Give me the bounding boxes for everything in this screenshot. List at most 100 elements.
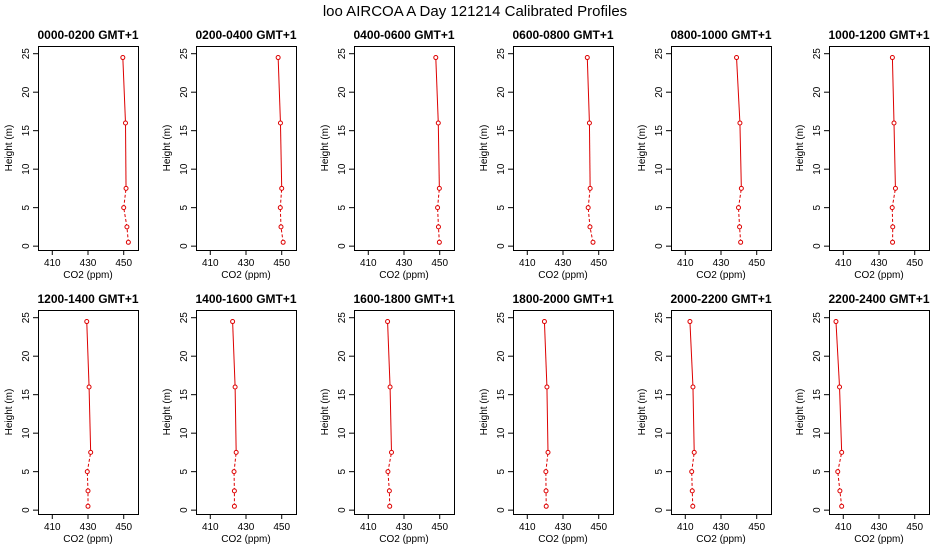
data-point: [436, 185, 442, 191]
y-axis-label: Height (m): [479, 389, 490, 436]
profile-segment: [589, 226, 594, 243]
y-tick-label: 15: [337, 389, 348, 401]
y-tick-label: 20: [21, 86, 32, 98]
data-point: [689, 469, 695, 475]
x-tick-label: 410: [677, 522, 694, 533]
x-tick-label: 410: [202, 522, 219, 533]
data-point: [734, 55, 740, 61]
profile-segment: [125, 122, 127, 189]
data-point: [543, 488, 549, 494]
plot-frame: [38, 310, 139, 515]
x-tick-label: 410: [360, 258, 377, 269]
y-tick-label: 5: [179, 204, 190, 210]
y-tick-label: 10: [654, 163, 665, 175]
x-tick-label: 410: [519, 522, 536, 533]
profile-segment: [86, 321, 90, 387]
y-tick-label: 20: [812, 86, 823, 98]
data-point: [890, 239, 896, 245]
y-tick-label: 0: [179, 243, 190, 249]
y-tick-label: 15: [496, 389, 507, 401]
data-point: [687, 319, 693, 325]
x-axis-label: CO2 (ppm): [221, 534, 270, 545]
panel-title: 0000-0200 GMT+1: [37, 28, 138, 42]
y-tick-label: 5: [21, 468, 32, 474]
y-tick-label: 0: [654, 507, 665, 513]
x-tick-label: 410: [44, 258, 61, 269]
y-tick-label: 15: [337, 125, 348, 137]
x-tick-label: 450: [748, 258, 765, 269]
y-tick-label: 10: [21, 163, 32, 175]
profile-segment: [691, 490, 694, 507]
x-tick-label: 410: [835, 522, 852, 533]
y-tick-label: 0: [179, 507, 190, 513]
x-tick-label: 430: [555, 258, 572, 269]
x-tick-label: 410: [835, 258, 852, 269]
profile-segment: [545, 452, 549, 472]
profile-segment: [122, 57, 126, 124]
figure-title: loo AIRCOA A Day 121214 Calibrated Profi…: [323, 3, 627, 20]
x-axis-label: CO2 (ppm): [538, 534, 587, 545]
plot-frame: [513, 46, 614, 251]
x-axis-label: CO2 (ppm): [221, 270, 270, 281]
y-tick-label: 10: [812, 427, 823, 439]
profile-segment: [233, 452, 237, 472]
profile-segment: [387, 452, 392, 472]
panel-title: 2200-2400 GMT+1: [828, 292, 929, 306]
y-tick-label: 15: [21, 125, 32, 137]
x-tick-label: 410: [202, 258, 219, 269]
data-point: [737, 120, 743, 126]
x-tick-label: 450: [273, 258, 290, 269]
y-axis-label: Height (m): [637, 389, 648, 436]
data-point: [389, 449, 394, 455]
profile-segment: [691, 452, 695, 472]
profile-segment: [387, 321, 391, 388]
data-point: [385, 469, 391, 475]
data-point: [584, 55, 590, 61]
x-tick-label: 430: [871, 258, 888, 269]
y-axis-label: Height (m): [4, 125, 15, 172]
data-point: [232, 384, 238, 390]
data-point: [435, 205, 441, 211]
data-point: [543, 469, 549, 475]
data-point: [435, 224, 441, 230]
y-tick-label: 0: [812, 243, 823, 249]
data-point: [586, 120, 592, 126]
x-tick-label: 430: [80, 522, 97, 533]
data-point: [835, 469, 841, 475]
y-tick-label: 0: [496, 507, 507, 513]
y-tick-label: 20: [654, 86, 665, 98]
profile-segment: [837, 452, 843, 472]
y-tick-label: 25: [812, 48, 823, 60]
y-tick-label: 15: [179, 125, 190, 137]
data-point: [541, 319, 547, 325]
y-tick-label: 25: [654, 312, 665, 324]
y-axis-label: Height (m): [637, 125, 648, 172]
plot-frame: [513, 310, 614, 515]
data-point: [738, 185, 744, 191]
plot-frame: [829, 46, 930, 251]
x-axis-label: CO2 (ppm): [63, 270, 112, 281]
data-point: [124, 224, 130, 230]
y-tick-label: 5: [496, 204, 507, 210]
y-axis-label: Height (m): [320, 389, 331, 436]
x-tick-label: 450: [273, 522, 290, 533]
x-axis-label: CO2 (ppm): [379, 534, 428, 545]
x-tick-label: 430: [713, 258, 730, 269]
x-axis-label: CO2 (ppm): [538, 270, 587, 281]
plot-frame: [354, 46, 455, 251]
y-tick-label: 0: [337, 507, 348, 513]
y-tick-label: 10: [496, 163, 507, 175]
data-point: [84, 319, 90, 325]
profile-segment: [387, 471, 390, 491]
y-tick-label: 25: [179, 48, 190, 60]
y-tick-label: 15: [812, 125, 823, 137]
profile-segment: [123, 188, 127, 208]
profile-segment: [738, 188, 742, 208]
profile-segment: [279, 122, 283, 189]
